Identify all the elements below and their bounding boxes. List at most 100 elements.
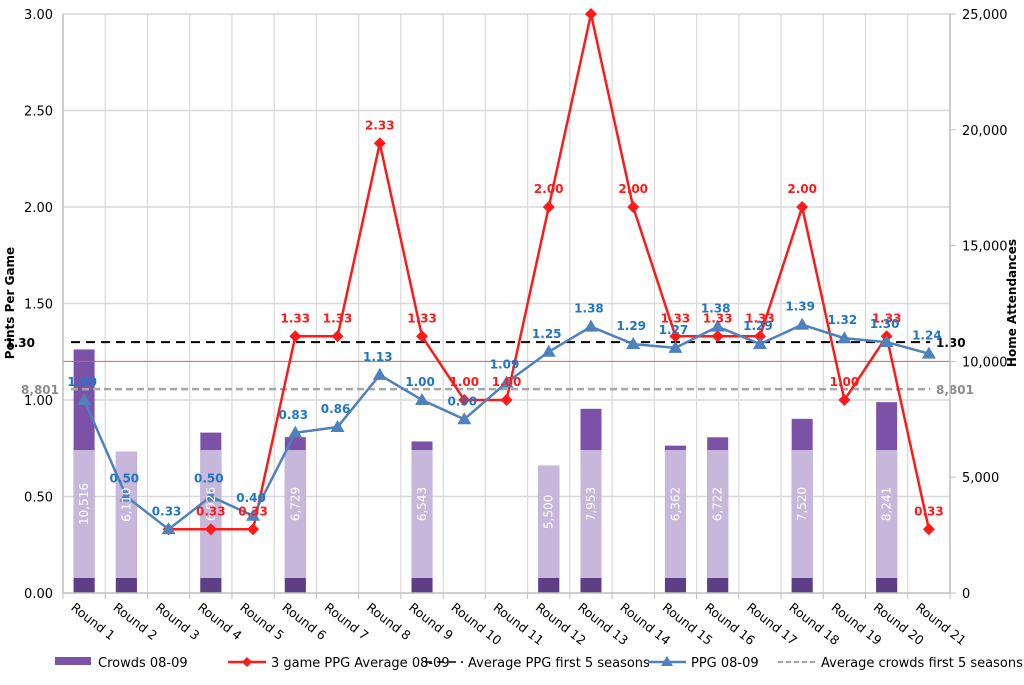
ppg-label: 1.29 xyxy=(616,319,646,333)
ppg-label: 1.38 xyxy=(574,302,604,316)
data-labels: 10,516 6,110 6,926 6,729 6,543 5,500 7,953 6,36… xyxy=(5,0,974,529)
three-game-ppg-point xyxy=(542,201,555,213)
bar-base xyxy=(538,578,560,593)
bar-base xyxy=(664,578,686,593)
y2-tick-label: 15,000 xyxy=(962,240,1008,255)
ppg-point xyxy=(879,335,894,348)
bar-data-label: 6,543 xyxy=(415,487,429,521)
three-game-ppg-label: 0.33 xyxy=(914,504,944,518)
legend-swatch-diamond xyxy=(242,657,252,667)
legend-item: PPG 08-09 xyxy=(648,656,759,671)
ppg-point xyxy=(288,425,303,438)
three-game-ppg-point xyxy=(331,330,344,343)
x-tick-label: Round 1 xyxy=(68,600,118,644)
x-tick-label: Round 4 xyxy=(195,600,245,644)
ppg-label: 1.00 xyxy=(405,375,435,389)
ppg-point xyxy=(499,375,514,388)
bar-base xyxy=(707,578,729,593)
ppg-label: 0.90 xyxy=(447,394,477,408)
three-game-ppg-point xyxy=(584,8,597,20)
ppg-label: 1.09 xyxy=(490,358,520,372)
bar-base xyxy=(876,578,898,593)
ppg-point xyxy=(626,337,641,350)
y2-tick-label: 20,000 xyxy=(962,124,1008,139)
three-game-ppg-label: 0.33 xyxy=(238,504,268,518)
legend-label: PPG 08-09 xyxy=(691,656,759,671)
three-game-ppg-label: 1.33 xyxy=(745,311,775,325)
bar-data-label: 5,500 xyxy=(542,495,556,529)
ppg-point xyxy=(752,337,767,350)
bar-highlight xyxy=(791,450,813,578)
three-game-ppg-label: 2.00 xyxy=(534,182,564,196)
legend-item: 3 game PPG Average 08-09 xyxy=(228,656,450,671)
x-tick-label: Round 3 xyxy=(153,600,203,644)
legend-label: 3 game PPG Average 08-09 xyxy=(271,656,450,671)
bar-base xyxy=(580,578,602,593)
y2-tick-label: 25,000 xyxy=(962,8,1008,23)
ppg-label: 1.29 xyxy=(743,319,773,333)
three-game-ppg-label: 3.00 xyxy=(576,0,606,3)
ppg-lines xyxy=(77,8,936,536)
bar-highlight xyxy=(538,465,560,578)
three-game-ppg-point xyxy=(922,523,935,536)
legend-label: Crowds 08-09 xyxy=(98,656,188,671)
x-tick-label: Round 2 xyxy=(111,600,161,644)
y-tick-label: 3.00 xyxy=(24,8,53,23)
three-game-ppg-label: 2.00 xyxy=(787,182,817,196)
x-tick-label: Round 6 xyxy=(279,600,329,644)
bar-base xyxy=(115,578,137,593)
legend: Crowds 08-09 3 game PPG Average 08-09 Aver… xyxy=(55,656,1023,671)
ppg-label: 1.00 xyxy=(67,375,97,389)
y2-tick-label: 0 xyxy=(962,587,970,602)
three-game-ppg-label: 1.00 xyxy=(830,375,860,389)
ppg-label: 1.38 xyxy=(701,302,731,316)
y2-axis-title: Home Attendances xyxy=(1005,239,1019,367)
ppg-point xyxy=(457,412,472,425)
axes: 0.00 0.50 1.00 1.50 2.00 2.50 3.00 0 5,000 10,000… xyxy=(24,8,1007,648)
ppg-point xyxy=(583,319,598,332)
legend-item: Crowds 08-09 xyxy=(55,656,188,671)
y-tick-label: 2.00 xyxy=(24,201,53,216)
ppg-label: 0.86 xyxy=(321,402,351,416)
bar-base xyxy=(200,578,222,593)
bar-data-label: 6,926 xyxy=(204,487,218,521)
bar-data-label: 6,729 xyxy=(288,487,302,521)
three-game-ppg-point xyxy=(289,330,302,343)
three-game-ppg-point xyxy=(838,394,851,406)
bar-base xyxy=(73,578,95,593)
bar-data-label: 7,520 xyxy=(795,487,809,521)
bar-data-label: 7,953 xyxy=(584,487,598,521)
ppg-label: 0.50 xyxy=(194,472,224,486)
ppg-label: 1.30 xyxy=(870,317,900,331)
three-game-ppg-label: 2.00 xyxy=(618,182,648,196)
three-game-ppg-point xyxy=(416,330,429,343)
three-game-ppg-point xyxy=(796,201,809,213)
ppg-point xyxy=(837,331,852,344)
bar-data-label: 6,110 xyxy=(119,488,133,522)
bar-highlight xyxy=(876,450,898,578)
ppg-label: 1.39 xyxy=(785,300,815,314)
three-game-ppg-point xyxy=(247,523,260,536)
three-game-ppg-label: 1.33 xyxy=(703,311,733,325)
three-game-ppg-label: 1.33 xyxy=(661,311,691,325)
ppg-label: 1.13 xyxy=(363,350,393,364)
x-tick-label: Round 7 xyxy=(322,600,372,644)
legend-label: Average PPG first 5 seasons xyxy=(468,656,650,671)
x-tick-label: Round 9 xyxy=(406,600,456,644)
three-game-ppg-point xyxy=(204,523,217,536)
bar-base xyxy=(791,578,813,593)
three-game-ppg-point xyxy=(458,394,471,406)
three-game-ppg-label: 0.33 xyxy=(196,504,226,518)
ppg-point xyxy=(203,489,218,502)
three-game-ppg-label: 1.33 xyxy=(323,311,353,325)
three-game-ppg-point xyxy=(373,137,386,150)
three-game-ppg-label: 1.33 xyxy=(407,311,437,325)
three-game-ppg-label: 1.33 xyxy=(872,311,902,325)
ppg-point xyxy=(246,508,261,521)
ppg-label: 1.27 xyxy=(659,323,689,337)
ppg-point xyxy=(330,420,345,433)
three-game-ppg-point xyxy=(711,330,724,343)
ppg-point xyxy=(710,319,725,332)
x-tick-label: Round 8 xyxy=(364,600,414,644)
